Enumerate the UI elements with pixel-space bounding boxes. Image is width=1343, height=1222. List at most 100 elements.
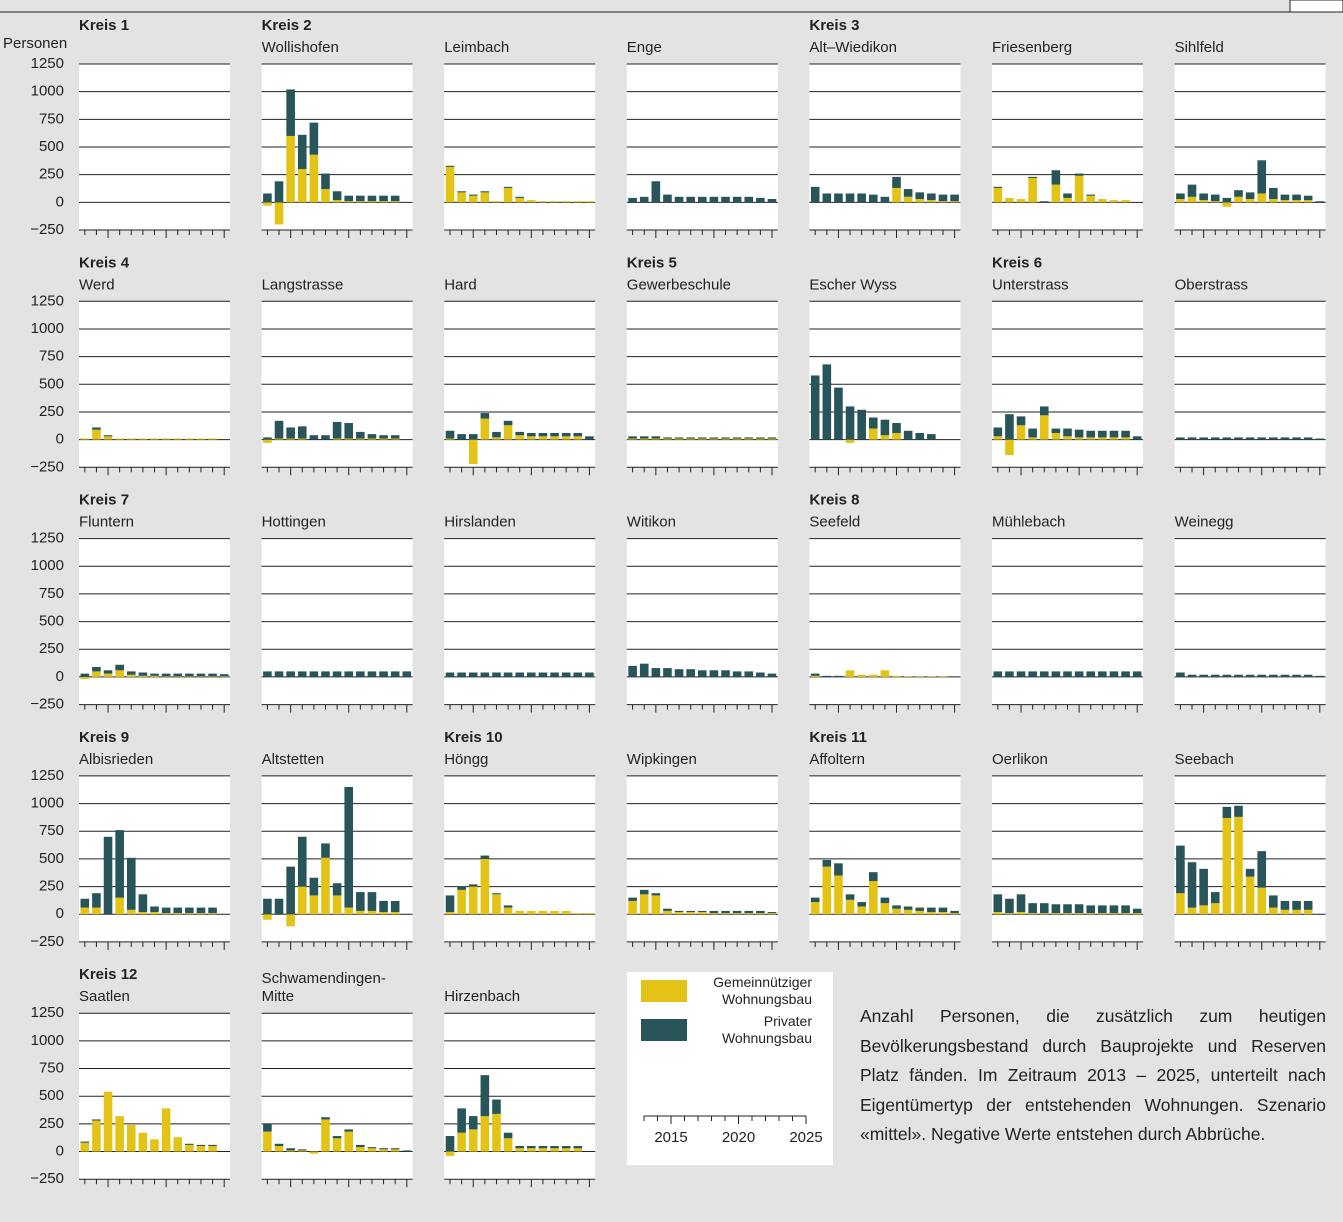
bar-segment	[1132, 436, 1142, 440]
bar-segment	[309, 154, 319, 203]
bar-segment	[686, 910, 695, 913]
bar-segment	[651, 181, 661, 203]
y-tick-label: 250	[39, 403, 64, 420]
bar-segment	[173, 676, 183, 677]
panel-title: Enge	[627, 39, 662, 56]
panel-title: Alt–Wiedikon	[809, 39, 897, 56]
bar-segment	[698, 912, 707, 915]
y-axis-label: Personen	[3, 35, 67, 52]
bar-segment	[1199, 437, 1208, 440]
bar-segment	[1210, 903, 1220, 915]
bar-segment	[663, 438, 672, 440]
bar-segment	[480, 1116, 490, 1152]
y-tick-label: −250	[30, 696, 64, 713]
bar-segment	[1280, 674, 1290, 677]
bar-segment	[503, 425, 513, 440]
y-tick-label: 1000	[31, 1032, 64, 1049]
y-tick-label: 500	[39, 375, 64, 392]
bar-segment	[845, 894, 855, 900]
bar-segment	[480, 858, 490, 915]
bar-segment	[1109, 905, 1119, 914]
bar-segment	[515, 1148, 524, 1152]
bar-segment	[138, 912, 148, 915]
bar-segment	[732, 438, 742, 440]
bar-segment	[651, 438, 661, 440]
panel-title: Friesenberg	[992, 39, 1072, 56]
bar-segment	[161, 438, 171, 440]
bar-segment	[321, 435, 330, 440]
bar-segment	[321, 843, 330, 858]
bar-segment	[834, 875, 843, 915]
bar-segment	[903, 909, 913, 915]
bar-segment	[309, 671, 319, 677]
bar-segment	[903, 676, 913, 677]
bar-segment	[161, 913, 171, 915]
bar-segment	[550, 201, 559, 203]
bar-segment	[196, 673, 206, 677]
bar-segment	[286, 135, 295, 203]
bar-segment	[344, 201, 354, 203]
bar-segment	[686, 437, 695, 439]
bar-segment	[628, 900, 637, 915]
bar-segment	[1269, 674, 1278, 677]
bar-segment	[993, 187, 1003, 203]
bar-segment	[585, 201, 594, 203]
bar-segment	[196, 676, 206, 677]
bar-segment	[698, 437, 707, 439]
bar-segment	[286, 914, 295, 927]
bar-segment	[1086, 430, 1096, 438]
bar-segment	[674, 912, 684, 915]
bar-segment	[138, 894, 148, 913]
bar-segment	[208, 1144, 217, 1146]
bar-segment	[515, 197, 524, 203]
bar-segment	[663, 908, 672, 911]
bar-segment	[492, 1113, 501, 1152]
bar-segment	[756, 197, 765, 203]
bar-segment	[356, 892, 365, 911]
bar-segment	[390, 201, 400, 203]
bar-segment	[639, 663, 649, 677]
bar-segment	[1234, 437, 1243, 440]
bar-segment	[356, 1147, 365, 1152]
bar-segment	[868, 674, 878, 677]
bar-segment	[527, 200, 536, 203]
group-label: Kreis 4	[79, 254, 130, 271]
bar-segment	[857, 193, 866, 203]
bar-segment	[332, 191, 342, 201]
bar-segment	[639, 889, 649, 895]
bar-segment	[550, 672, 559, 677]
bar-segment	[356, 438, 365, 440]
bar-segment	[468, 434, 478, 440]
bar-segment	[92, 429, 101, 440]
bar-segment	[1234, 805, 1243, 817]
bar-segment	[503, 905, 513, 908]
bar-segment	[709, 913, 719, 915]
bar-segment	[1176, 672, 1185, 677]
y-tick-label: −250	[30, 1170, 64, 1187]
bar-segment	[845, 406, 855, 440]
bar-segment	[810, 186, 820, 203]
bar-segment	[1063, 436, 1072, 440]
bar-segment	[1121, 200, 1130, 203]
bar-segment	[585, 436, 594, 440]
bar-segment	[115, 830, 124, 898]
bar-segment	[1074, 437, 1084, 440]
bar-segment	[468, 884, 478, 887]
bar-segment	[709, 670, 719, 677]
bar-segment	[1074, 671, 1084, 677]
bar-segment	[103, 435, 113, 437]
bar-segment	[196, 1146, 206, 1152]
bar-segment	[927, 200, 936, 203]
bar-segment	[663, 910, 672, 915]
bar-segment	[309, 1151, 319, 1154]
bar-segment	[379, 201, 388, 203]
bar-segment	[1210, 892, 1220, 904]
bar-segment	[1086, 671, 1096, 677]
bar-segment	[115, 1116, 124, 1152]
group-label: Kreis 8	[809, 492, 859, 509]
bar-segment	[1051, 184, 1061, 203]
bar-segment	[126, 438, 136, 440]
bar-segment	[1176, 199, 1185, 203]
bar-segment	[1187, 907, 1197, 915]
